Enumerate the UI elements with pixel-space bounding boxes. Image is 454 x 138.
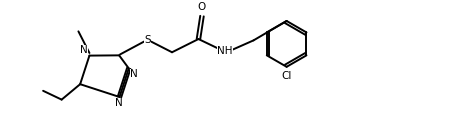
Text: N: N bbox=[130, 69, 138, 79]
Text: S: S bbox=[144, 35, 151, 45]
Text: N: N bbox=[115, 98, 123, 108]
Text: Cl: Cl bbox=[281, 71, 292, 81]
Text: O: O bbox=[198, 2, 206, 12]
Text: N: N bbox=[80, 45, 88, 55]
Text: NH: NH bbox=[217, 46, 232, 56]
